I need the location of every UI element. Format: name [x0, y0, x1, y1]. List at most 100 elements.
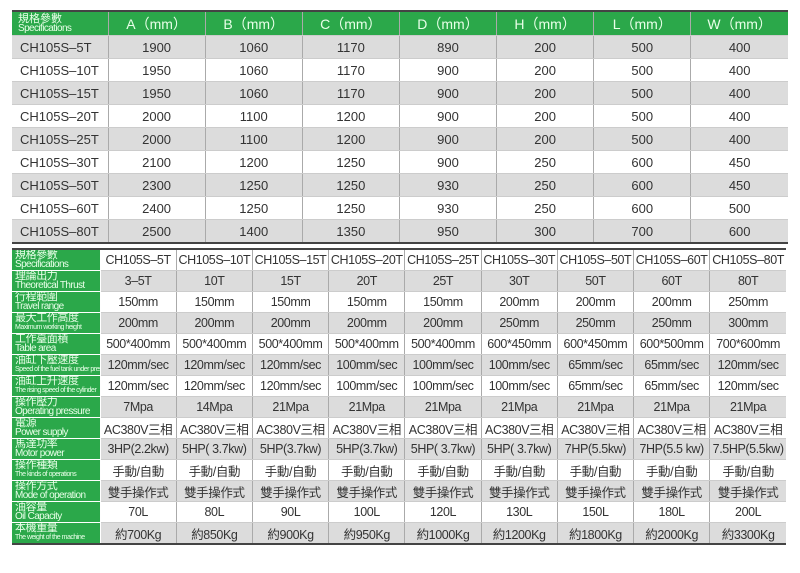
value-cell: 7Mpa: [100, 396, 177, 418]
table-row: CH105S–60T 2400 1250 1250 930 250 600 500: [12, 196, 788, 220]
value-cell: 約950Kg: [328, 522, 406, 545]
row-label: 操作壓力 Operating pressure: [12, 396, 101, 418]
label-zh: 本機重量: [15, 522, 58, 534]
value-cell: 700*600mm: [709, 333, 786, 355]
value-cell: 200: [496, 104, 595, 128]
value-cell: 21Mpa: [557, 396, 635, 418]
value-cell: CH105S–10T: [176, 249, 253, 271]
value-cell: 200mm: [328, 312, 406, 334]
value-cell: 80L: [176, 501, 253, 523]
value-cell: CH105S–20T: [328, 249, 406, 271]
value-cell: 1200: [302, 104, 400, 128]
value-cell: 400: [690, 35, 788, 59]
value-cell: 180L: [633, 501, 711, 523]
value-cell: 3HP(2.2kw): [100, 438, 177, 460]
value-cell: 900: [399, 104, 498, 128]
label-en: Table area: [15, 343, 56, 354]
value-cell: 200: [496, 127, 595, 151]
value-cell: 70L: [100, 501, 177, 523]
value-cell: AC380V三相: [557, 417, 635, 439]
row-label: 馬達功率 Motor power: [12, 438, 101, 460]
value-cell: 900: [399, 58, 498, 82]
value-cell: 1060: [205, 58, 303, 82]
value-cell: 600*500mm: [633, 333, 711, 355]
value-cell: 500: [593, 104, 692, 128]
model-cell: CH105S–60T: [12, 196, 109, 220]
value-cell: 400: [690, 104, 788, 128]
value-cell: 21Mpa: [252, 396, 330, 418]
value-cell: 600: [593, 173, 692, 197]
table-row: CH105S–50T 2300 1250 1250 930 250 600 450: [12, 173, 788, 197]
value-cell: 250mm: [481, 312, 558, 334]
value-cell: 200: [496, 58, 595, 82]
label-zh: 馬達功率: [15, 438, 58, 450]
value-cell: 300mm: [709, 312, 786, 334]
label-zh: 電源: [15, 417, 37, 429]
value-cell: 約850Kg: [176, 522, 253, 545]
value-cell: AC380V三相: [328, 417, 406, 439]
table-row: CH105S–20T 2000 1100 1200 900 200 500 400: [12, 104, 788, 128]
value-cell: 1250: [302, 150, 400, 174]
value-cell: 手動/自動: [328, 459, 406, 481]
label-en: The kinds of operations: [15, 471, 77, 478]
label-en: Operating pressure: [15, 406, 90, 417]
table-row: CH105S–80T 2500 1400 1350 950 300 700 600: [12, 219, 788, 244]
row-label: 油容量 Oil Capacity: [12, 501, 101, 523]
value-cell: 600: [593, 196, 692, 220]
table-row: CH105S–25T 2000 1100 1200 900 200 500 400: [12, 127, 788, 151]
value-cell: 930: [399, 196, 498, 220]
value-cell: 1200: [205, 150, 303, 174]
value-cell: 7HP(5.5 kw): [633, 438, 711, 460]
value-cell: 500*400mm: [404, 333, 482, 355]
value-cell: 900: [399, 150, 498, 174]
value-cell: 5HP(3.7kw): [328, 438, 406, 460]
row-label: 行程範圍 Travel range: [12, 291, 101, 313]
table-row: 行程範圍 Travel range 150mm 150mm 150mm 150mm 150m…: [12, 291, 786, 313]
header-zh: 規格參數: [18, 12, 62, 25]
table-row: 電源 Power supply AC380V三相 AC380V三相 AC380V三相 AC…: [12, 417, 786, 439]
value-cell: 200mm: [100, 312, 177, 334]
value-cell: 1400: [205, 219, 303, 244]
value-cell: 手動/自動: [100, 459, 177, 481]
value-cell: 約900Kg: [252, 522, 330, 545]
table-row: 油缸上升速度 The rising speed of the cylinder 12…: [12, 375, 786, 397]
value-cell: 300: [496, 219, 595, 244]
value-cell: 150mm: [176, 291, 253, 313]
value-cell: 手動/自動: [481, 459, 558, 481]
row-label: 理論出力 Theoretical Thrust: [12, 270, 101, 292]
value-cell: 2400: [108, 196, 206, 220]
value-cell: 200mm: [557, 291, 635, 313]
value-cell: 2500: [108, 219, 206, 244]
value-cell: 500: [690, 196, 788, 220]
column-header: H（mm）: [496, 11, 595, 36]
value-cell: AC380V三相: [709, 417, 786, 439]
value-cell: 200: [496, 35, 595, 59]
value-cell: 1060: [205, 81, 303, 105]
value-cell: 400: [690, 81, 788, 105]
label-zh: 理論出力: [15, 270, 58, 282]
value-cell: CH105S–30T: [481, 249, 558, 271]
value-cell: 930: [399, 173, 498, 197]
value-cell: AC380V三相: [176, 417, 253, 439]
value-cell: 1900: [108, 35, 206, 59]
value-cell: 1950: [108, 58, 206, 82]
value-cell: AC380V三相: [633, 417, 711, 439]
value-cell: 雙手操作式: [176, 480, 253, 502]
label-zh: 操作方式: [15, 480, 58, 492]
value-cell: 120L: [404, 501, 482, 523]
row-label: 電源 Power supply: [12, 417, 101, 439]
model-cell: CH105S–10T: [12, 58, 109, 82]
value-cell: 2300: [108, 173, 206, 197]
value-cell: 120mm/sec: [176, 375, 253, 397]
value-cell: 250mm: [557, 312, 635, 334]
value-cell: CH105S–5T: [100, 249, 177, 271]
value-cell: 手動/自動: [557, 459, 635, 481]
label-zh: 最大工作高度: [15, 312, 79, 324]
value-cell: 2000: [108, 127, 206, 151]
label-en: Power supply: [15, 427, 68, 438]
value-cell: 200mm: [404, 312, 482, 334]
value-cell: 250: [496, 173, 595, 197]
value-cell: 100mm/sec: [328, 375, 406, 397]
row-label: 規格參數 Specifications: [12, 249, 101, 271]
table-row: 操作種類 The kinds of operations 手動/自動 手動/自動 手動/…: [12, 459, 786, 481]
